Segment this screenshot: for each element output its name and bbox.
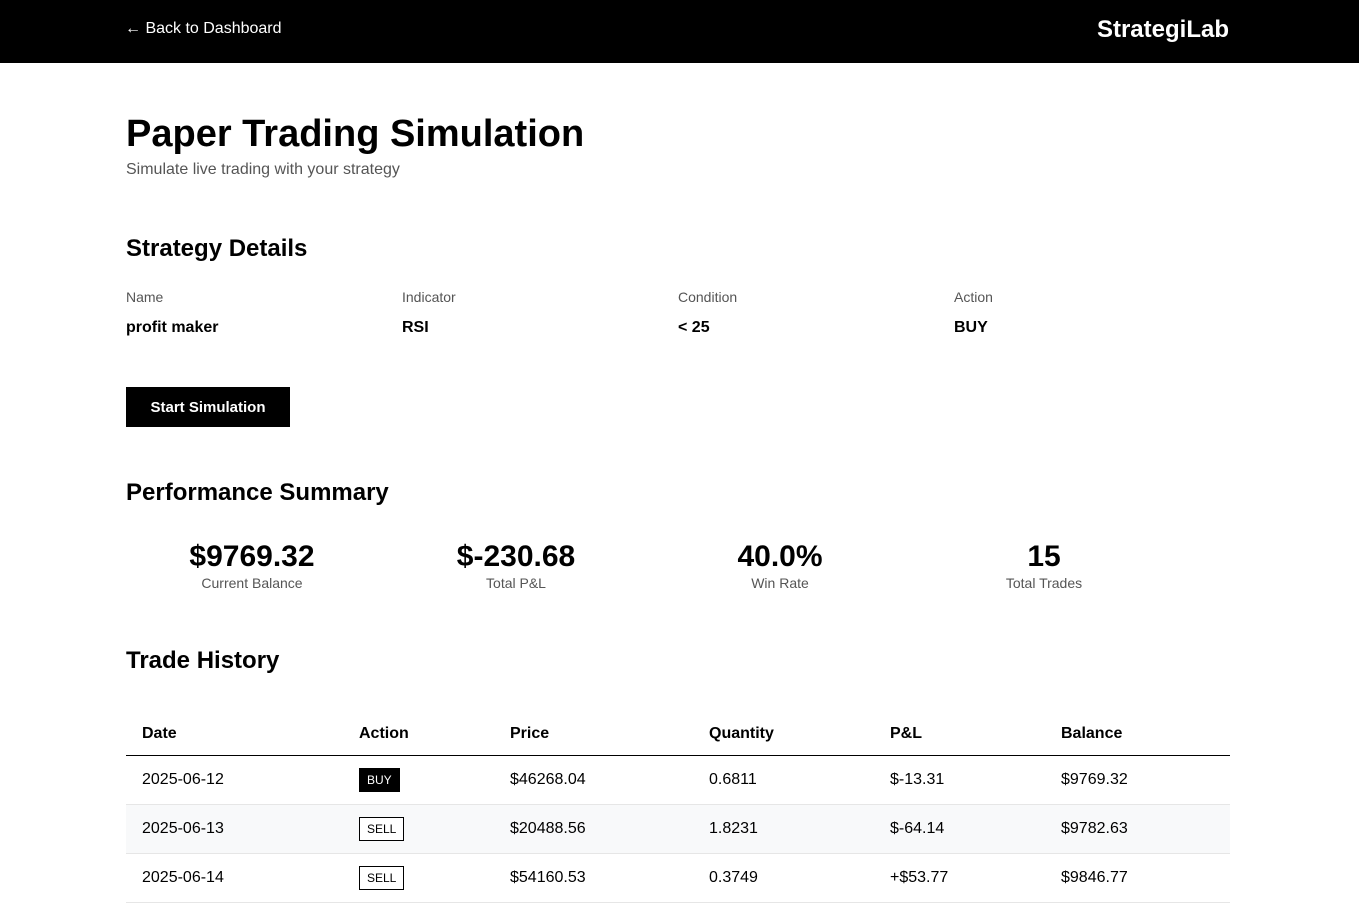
cell-balance: $9846.77 [1045,853,1230,903]
column-header-quantity: Quantity [693,713,874,756]
column-header-price: Price [494,713,693,756]
action-badge-sell: SELL [359,817,405,841]
stat-label: Total Trades [1005,575,1083,591]
cell-action: SELL [343,853,494,903]
action-badge-buy: BUY [359,768,400,792]
cell-price: $54160.53 [494,853,693,903]
cell-balance: $9782.63 [1045,804,1230,854]
trade-history-title: Trade History [126,647,280,674]
table-header-row: Date Action Price Quantity P&L Balance [126,713,1230,756]
trade-history-table: Date Action Price Quantity P&L Balance 2… [126,713,1230,903]
detail-label: Indicator [402,289,456,305]
detail-indicator: Indicator RSI [402,289,678,337]
page-title: Paper Trading Simulation [126,113,585,155]
stat-value: 40.0% [737,540,823,573]
detail-value: < 25 [678,319,710,336]
strategy-details-title: Strategy Details [126,235,308,262]
strategy-details-grid: Name profit maker Indicator RSI Conditio… [126,289,1230,337]
table-row: 2025-06-13 SELL $20488.56 1.8231 $-64.14… [126,804,1230,854]
detail-value: profit maker [126,319,219,336]
start-simulation-button[interactable]: Start Simulation [126,387,290,427]
cell-action: BUY [343,755,494,805]
stat-value: $9769.32 [189,540,315,573]
stat-total-trades: 15 Total Trades [906,539,1182,591]
column-header-date: Date [126,713,343,756]
table-row: 2025-06-14 SELL $54160.53 0.3749 +$53.77… [126,853,1230,903]
column-header-balance: Balance [1045,713,1230,756]
cell-pnl: +$53.77 [874,853,1045,903]
stat-current-balance: $9769.32 Current Balance [114,539,390,591]
performance-summary-title: Performance Summary [126,479,389,506]
brand-logo: StrategiLab [1096,16,1229,43]
detail-label: Condition [678,289,738,305]
cell-action: SELL [343,804,494,854]
cell-price: $46268.04 [494,755,693,805]
stat-win-rate: 40.0% Win Rate [642,539,918,591]
stat-label: Win Rate [751,575,809,591]
detail-value: BUY [954,319,988,336]
stat-label: Total P&L [486,575,546,591]
detail-name: Name profit maker [126,289,402,337]
column-header-pnl: P&L [874,713,1045,756]
cell-pnl: $-13.31 [874,755,1045,805]
stat-value: $-230.68 [456,540,576,573]
stat-value: 15 [1027,540,1061,573]
detail-action: Action BUY [954,289,1230,337]
cell-quantity: 0.3749 [693,853,874,903]
page-subtitle: Simulate live trading with your strategy [126,161,400,178]
cell-quantity: 1.8231 [693,804,874,854]
cell-pnl: $-64.14 [874,804,1045,854]
performance-stats: $9769.32 Current Balance $-230.68 Total … [126,539,1230,591]
back-to-dashboard-link[interactable]: ← Back to Dashboard [125,20,282,37]
stat-total-pnl: $-230.68 Total P&L [378,539,654,591]
detail-condition: Condition < 25 [678,289,954,337]
detail-value: RSI [402,319,429,336]
table-row: 2025-06-12 BUY $46268.04 0.6811 $-13.31 … [126,755,1230,805]
cell-balance: $9769.32 [1045,755,1230,805]
cell-date: 2025-06-14 [126,853,343,903]
stat-label: Current Balance [201,575,303,591]
cell-date: 2025-06-12 [126,755,343,805]
column-header-action: Action [343,713,494,756]
detail-label: Name [126,289,164,305]
cell-price: $20488.56 [494,804,693,854]
top-nav-bar: ← Back to Dashboard StrategiLab [0,0,1359,63]
cell-date: 2025-06-13 [126,804,343,854]
action-badge-sell: SELL [359,866,405,890]
cell-quantity: 0.6811 [693,755,874,805]
detail-label: Action [954,289,993,305]
